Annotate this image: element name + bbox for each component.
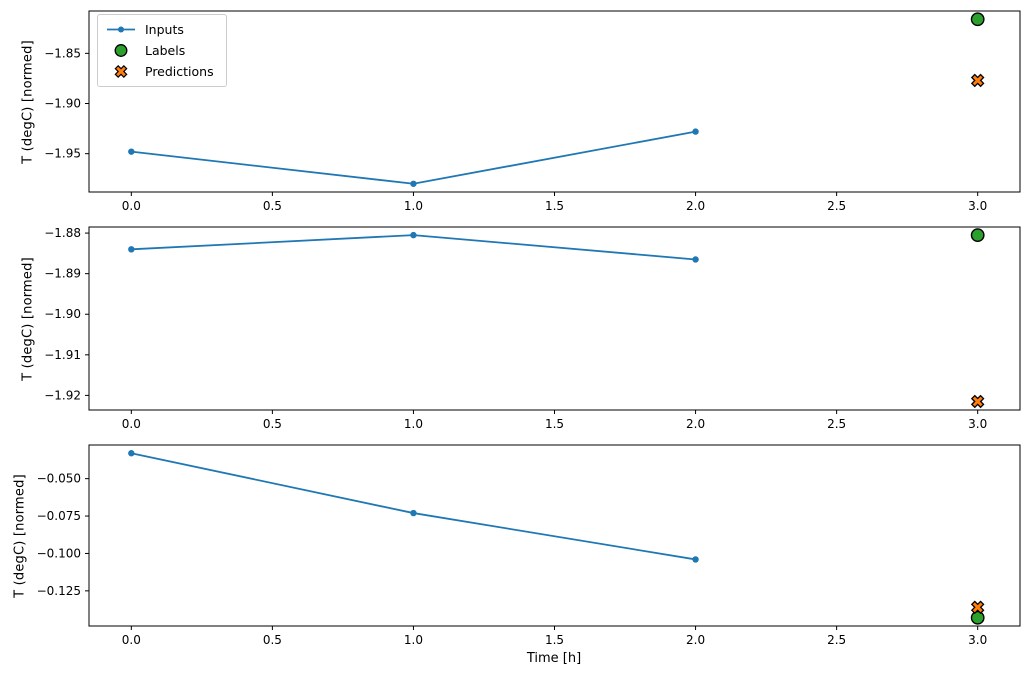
- y-tick-label: −1.91: [44, 348, 81, 362]
- y-tick-label: −1.90: [44, 97, 81, 111]
- x-tick-label: 3.0: [968, 633, 987, 647]
- x-tick-label: 2.5: [827, 633, 846, 647]
- x-tick-label: 2.0: [686, 633, 705, 647]
- x-tick-label: 0.0: [122, 199, 141, 213]
- subplot-2-predictions-marker: [970, 394, 985, 409]
- inputs-line-dot-icon: [106, 22, 136, 37]
- subplot-3-inputs-point: [692, 556, 699, 563]
- subplot-2-inputs-line: [131, 234, 696, 261]
- x-tick-label: 1.5: [545, 199, 564, 213]
- y-tick-label: −1.90: [44, 307, 81, 321]
- subplot-3-inputs-point: [410, 509, 417, 517]
- x-tick-label: 1.0: [404, 417, 423, 431]
- legend-label-predictions: Predictions: [145, 64, 214, 79]
- subplot-1-labels-marker: [970, 12, 985, 27]
- x-tick-label: 0.5: [263, 417, 282, 431]
- x-tick-label: 2.5: [827, 199, 846, 213]
- x-tick-label: 2.0: [686, 199, 705, 213]
- legend-label-labels: Labels: [145, 43, 186, 58]
- x-tick-label: 1.0: [404, 633, 423, 647]
- predictions-x-icon: [106, 64, 136, 79]
- y-tick-label: −1.92: [44, 388, 81, 402]
- subplot-3-ylabel: T (degC) [normed]: [12, 473, 28, 598]
- subplot-1-spines: [88, 10, 1021, 193]
- subplot-1-predictions-marker: [970, 73, 985, 88]
- subplot-1-ylabel: T (degC) [normed]: [20, 39, 36, 164]
- x-tick-label: 1.0: [404, 199, 423, 213]
- y-tick-label: −1.89: [44, 267, 81, 281]
- xaxis-label: Time [h]: [526, 651, 582, 666]
- x-tick-label: 3.0: [968, 199, 987, 213]
- subplot-2-ylabel: T (degC) [normed]: [20, 256, 36, 381]
- subplot-1-inputs-line: [131, 130, 696, 185]
- y-tick-label: −0.125: [37, 584, 81, 598]
- x-tick-label: 0.0: [122, 417, 141, 431]
- x-tick-label: 1.5: [545, 633, 564, 647]
- x-tick-label: 0.5: [263, 199, 282, 213]
- subplot-2: 0.0 0.5 1.0 1.5 2.0 2.5 3.0 −1.88 −1.89 −1.90 −1.9…: [44, 226, 1021, 431]
- subplot-2-inputs-point: [692, 256, 699, 263]
- labels-circle-icon: [106, 43, 136, 58]
- x-tick-label: 2.0: [686, 417, 705, 431]
- subplot-1-inputs-point: [410, 180, 417, 187]
- legend-item-labels: Labels: [106, 42, 214, 59]
- x-tick-label: 3.0: [968, 417, 987, 431]
- x-tick-label: 0.5: [263, 633, 282, 647]
- legend-item-inputs: Inputs: [106, 21, 214, 38]
- y-tick-label: −0.050: [37, 472, 81, 486]
- subplot-1-inputs-point: [692, 128, 699, 135]
- subplot-2-spines: [88, 226, 1021, 411]
- subplot-2-labels-marker: [970, 228, 985, 243]
- y-tick-label: −1.85: [44, 46, 81, 60]
- subplot-3-inputs-point: [128, 450, 135, 457]
- legend-item-predictions: Predictions: [106, 63, 214, 80]
- subplot-2-inputs-point: [128, 246, 135, 253]
- subplot-3-predictions-marker: [970, 600, 985, 615]
- subplot-3-inputs-line: [131, 452, 696, 561]
- subplot-3: 0.0 0.5 1.0 1.5 2.0 2.5 3.0 −0.050 −0.075 −0.100 −…: [37, 444, 1021, 647]
- y-tick-label: −1.88: [44, 226, 81, 240]
- subplot-1: 0.0 0.5 1.0 1.5 2.0 2.5 3.0 −1.85 −1.90 −1.95: [44, 10, 1021, 213]
- legend: Inputs Labels Predictions: [97, 14, 227, 87]
- legend-label-inputs: Inputs: [145, 22, 184, 37]
- x-tick-label: 1.5: [545, 417, 564, 431]
- x-tick-label: 2.5: [827, 417, 846, 431]
- y-tick-label: −0.075: [37, 509, 81, 523]
- x-tick-label: 0.0: [122, 633, 141, 647]
- subplot-3-labels-marker: [970, 610, 985, 625]
- y-tick-label: −0.100: [37, 546, 81, 560]
- subplot-2-inputs-point: [410, 231, 417, 239]
- y-tick-label: −1.95: [44, 147, 81, 161]
- subplot-1-inputs-point: [128, 148, 135, 155]
